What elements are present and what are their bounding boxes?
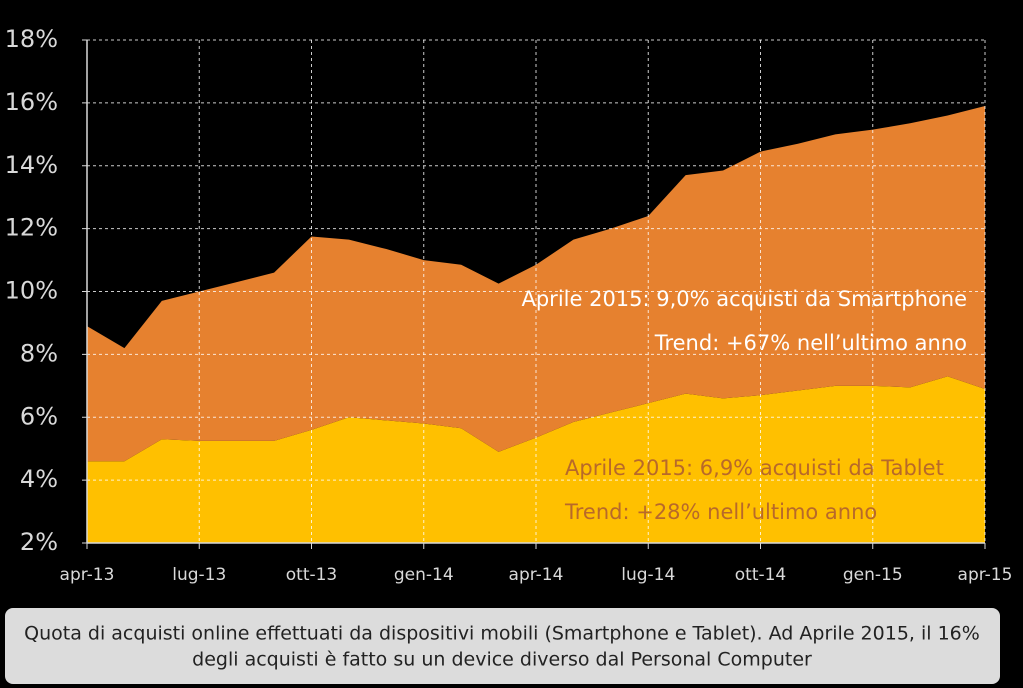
y-tick-label: 6%: [20, 402, 58, 430]
y-tick-label: 16%: [5, 88, 58, 116]
caption-box: [5, 608, 1000, 684]
grid: [82, 39, 986, 549]
annotation: Aprile 2015: 9,0% acquisti da Smartphone: [521, 287, 967, 311]
x-tick-label: ott-14: [735, 565, 787, 585]
y-tick-label: 8%: [20, 339, 58, 367]
labels: 2% 4% 6% 8% 10% 12% 14% 16% 18% apr-13 lug-13 ott-1…: [5, 25, 1013, 585]
x-tick-label: apr-14: [509, 565, 564, 585]
y-tick-label: 14%: [5, 151, 58, 179]
x-tick-label: gen-15: [843, 565, 903, 585]
y-tick-label: 18%: [5, 25, 58, 53]
y-tick-label: 4%: [20, 465, 58, 493]
x-tick-label: apr-15: [958, 565, 1013, 585]
x-tick-label: lug-13: [172, 565, 226, 585]
y-tick-label: 10%: [5, 277, 58, 305]
y-tick-label: 12%: [5, 214, 58, 242]
x-tick-label: ott-13: [286, 565, 338, 585]
annotation: Trend: +28% nell’ultimo anno: [564, 500, 877, 524]
y-tick-label: 2%: [20, 528, 58, 556]
caption-line: Quota di acquisti online effettuati da d…: [24, 623, 980, 645]
annotation: Trend: +67% nell’ultimo anno: [654, 331, 967, 355]
x-tick-label: apr-13: [60, 565, 115, 585]
annotation: Aprile 2015: 6,9% acquisti da Tablet: [565, 456, 944, 480]
x-tick-label: lug-14: [621, 565, 675, 585]
x-tick-label: gen-14: [394, 565, 454, 585]
caption-line: degli acquisti è fatto su un device dive…: [192, 649, 812, 671]
